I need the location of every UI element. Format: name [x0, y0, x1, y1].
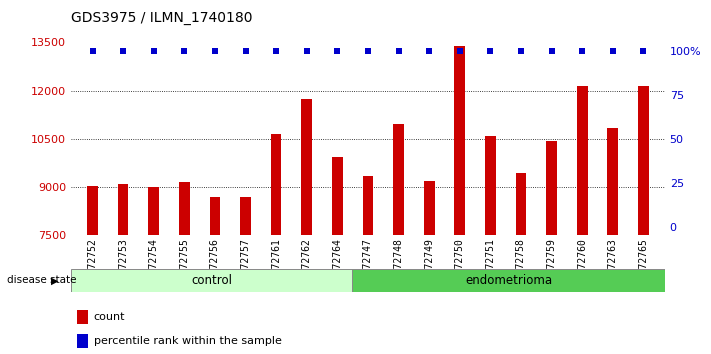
FancyBboxPatch shape: [71, 269, 353, 292]
Bar: [118, 184, 129, 235]
Point: [178, 48, 190, 54]
Point: [87, 48, 98, 54]
Bar: [210, 197, 220, 235]
Point: [301, 48, 312, 54]
Bar: [485, 136, 496, 235]
FancyBboxPatch shape: [353, 269, 665, 292]
Bar: [424, 181, 434, 235]
Point: [240, 48, 251, 54]
Bar: [332, 156, 343, 235]
Bar: [87, 185, 98, 235]
Text: percentile rank within the sample: percentile rank within the sample: [94, 336, 282, 346]
Text: GDS3975 / ILMN_1740180: GDS3975 / ILMN_1740180: [71, 11, 252, 25]
Point: [331, 48, 343, 54]
Text: count: count: [94, 312, 125, 322]
Bar: [638, 86, 648, 235]
Point: [607, 48, 619, 54]
Text: disease state: disease state: [7, 275, 77, 285]
Bar: [240, 198, 251, 235]
Bar: [179, 182, 190, 235]
Point: [638, 48, 649, 54]
Point: [117, 48, 129, 54]
Point: [148, 48, 159, 54]
Point: [454, 48, 466, 54]
Bar: [77, 310, 88, 324]
Point: [577, 48, 588, 54]
Bar: [301, 99, 312, 235]
Bar: [149, 187, 159, 235]
Bar: [363, 176, 373, 235]
Text: endometrioma: endometrioma: [465, 274, 552, 287]
Bar: [577, 86, 587, 235]
Bar: [77, 334, 88, 348]
Point: [270, 48, 282, 54]
Point: [393, 48, 405, 54]
Point: [209, 48, 220, 54]
Point: [546, 48, 557, 54]
Point: [515, 48, 527, 54]
Point: [362, 48, 374, 54]
Point: [424, 48, 435, 54]
Point: [485, 48, 496, 54]
Bar: [546, 141, 557, 235]
Bar: [393, 125, 404, 235]
Text: control: control: [191, 274, 232, 287]
Bar: [454, 46, 465, 235]
Text: ▶: ▶: [50, 275, 58, 285]
Bar: [515, 173, 526, 235]
Bar: [271, 134, 282, 235]
Bar: [607, 128, 618, 235]
